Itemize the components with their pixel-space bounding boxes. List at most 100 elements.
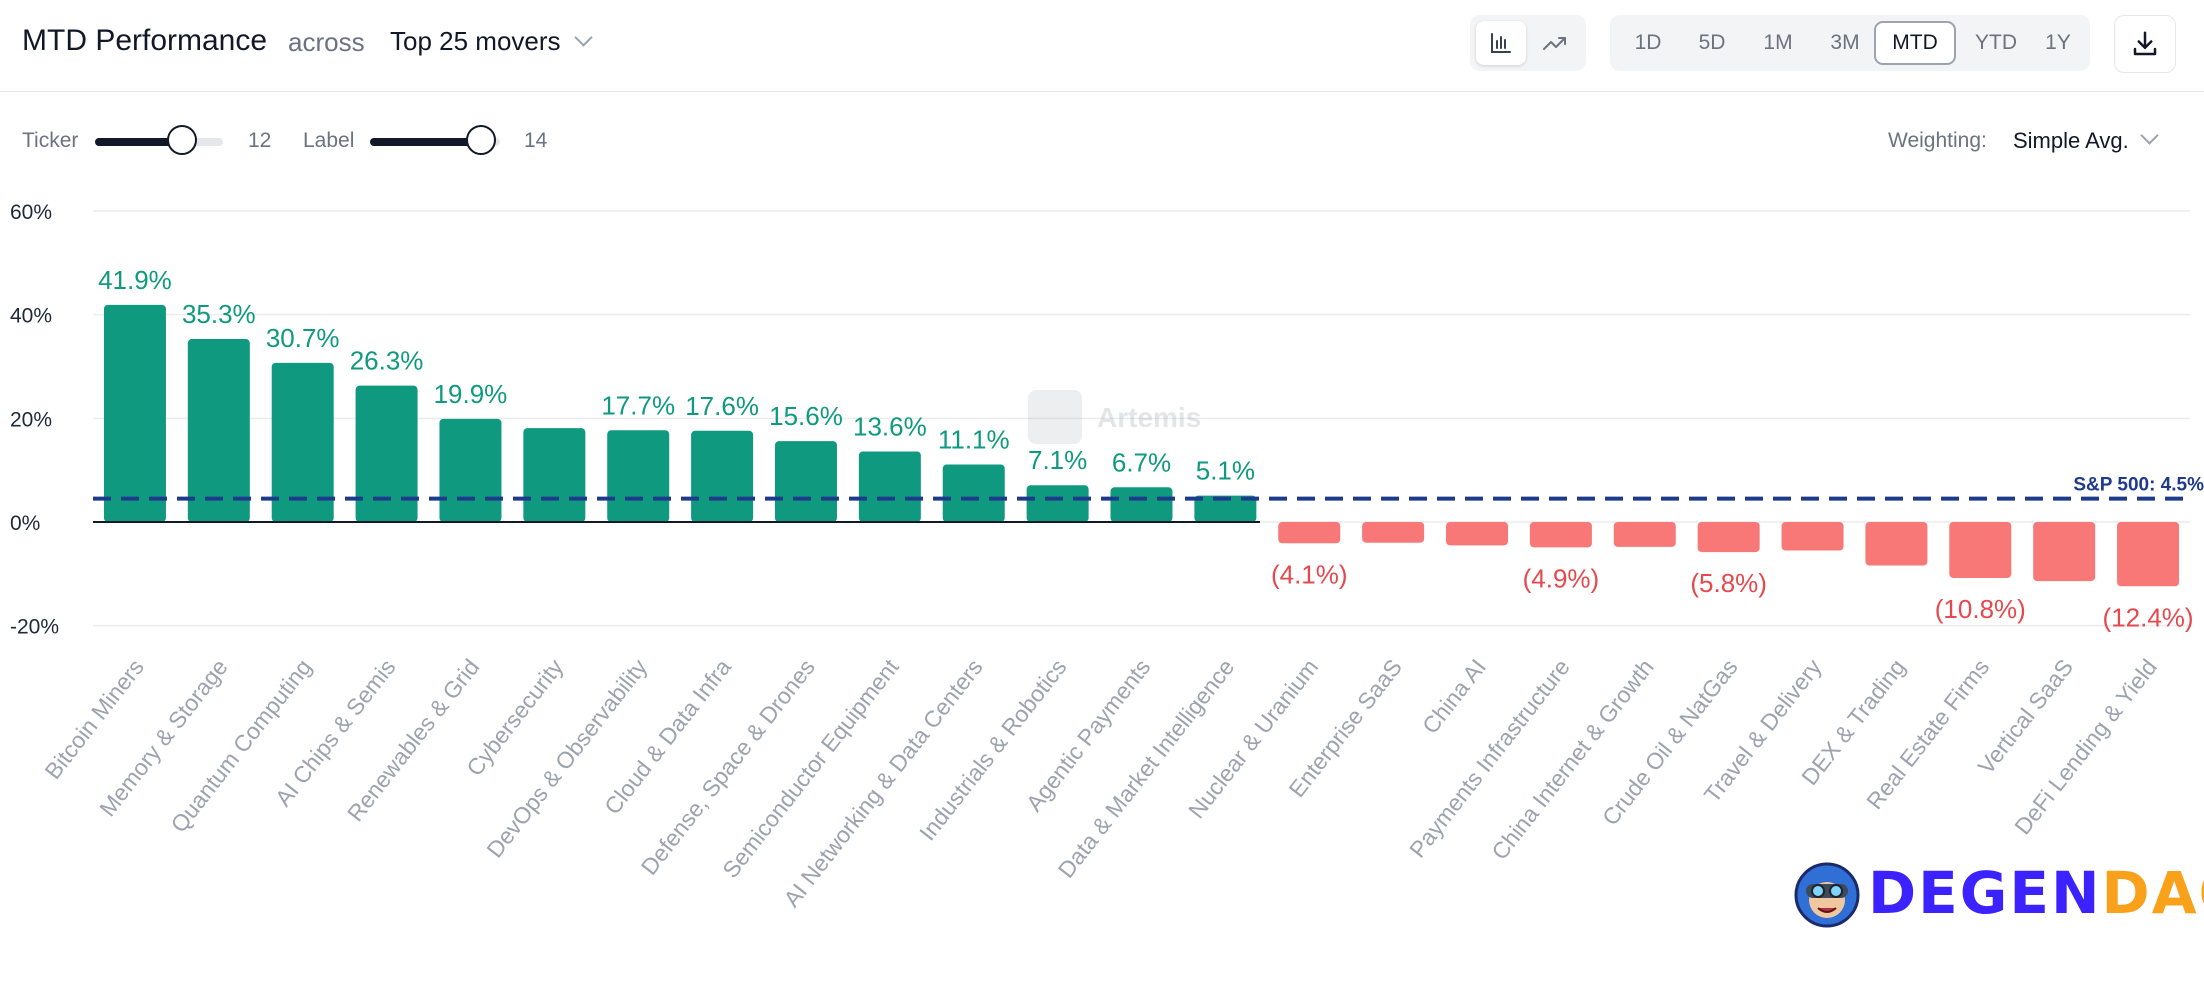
bar-chart-icon [1491, 33, 1511, 53]
bar [355, 385, 418, 522]
download-icon [2133, 31, 2157, 56]
ticker-size-value: 12 [248, 129, 272, 152]
bar [1026, 485, 1089, 522]
group-selector-value: Top 25 movers [390, 26, 561, 56]
bar [271, 362, 334, 522]
logo-text-degen: DEGEN [1868, 859, 2102, 927]
period-5d-button[interactable]: 5D [1698, 31, 1726, 54]
x-category-label: Defense, Space & Drones [636, 654, 820, 880]
data-label: 17.6% [685, 391, 759, 421]
mascot-avatar-icon [1794, 862, 1860, 928]
x-category-label: China AI [1417, 654, 1491, 739]
bar [2117, 522, 2180, 587]
period-3m-button[interactable]: 3M [1830, 31, 1860, 54]
chevron-down-icon [2140, 126, 2159, 145]
artemis-watermark-text: Artemis [1097, 402, 1201, 433]
across-label: across [288, 27, 365, 57]
period-ytd-button[interactable]: YTD [1975, 31, 2017, 54]
trend-line-icon [1543, 37, 1566, 50]
ticker-slider-thumb[interactable] [167, 125, 197, 155]
degendao-wordmark: DEGENDAO! [1868, 862, 2204, 924]
bar [858, 451, 921, 522]
bar [187, 339, 250, 522]
bar [1949, 522, 2012, 578]
weighting-value: Simple Avg. [2013, 128, 2129, 153]
bar [1194, 495, 1257, 522]
x-category-label: China Internet & Growth [1486, 654, 1658, 864]
line-chart-button[interactable] [1530, 21, 1580, 65]
label-slider-fill [370, 138, 482, 146]
bar [691, 430, 754, 522]
bar [1529, 522, 1592, 548]
ticker-slider-fill [95, 138, 183, 146]
bar [1865, 522, 1928, 566]
data-label: 26.3% [350, 346, 424, 376]
data-label: 6.7% [1112, 447, 1171, 477]
bar [1613, 522, 1676, 547]
period-1y-button[interactable]: 1Y [2045, 31, 2071, 54]
data-label: (10.8%) [1935, 594, 2026, 624]
y-tick-label: 20% [10, 408, 52, 431]
x-category-label: Data & Market Intelligence [1053, 654, 1240, 883]
data-label: 7.1% [1028, 445, 1087, 475]
download-button[interactable] [2114, 15, 2176, 73]
degendao-logo: DEGENDAO! [1794, 858, 2204, 932]
period-selector: 1D 5D 1M 3M MTD YTD 1Y [1610, 15, 2090, 71]
ticker-size-slider[interactable] [95, 125, 223, 155]
chart-type-toggle [1470, 15, 1586, 71]
label-size-label: Label [303, 129, 355, 152]
period-1m-button[interactable]: 1M [1763, 31, 1793, 54]
group-selector-dropdown[interactable]: Top 25 movers [390, 26, 593, 57]
weighting-label: Weighting: [1888, 129, 1987, 152]
bar [439, 418, 502, 522]
bar [1446, 522, 1509, 546]
bar [1781, 522, 1844, 551]
data-label: 13.6% [853, 412, 927, 442]
y-tick-label: -20% [10, 616, 59, 639]
bar [607, 430, 670, 522]
data-label: 17.7% [601, 390, 675, 420]
benchmark-label: S&P 500: 4.5% [2073, 475, 2204, 496]
weighting-dropdown[interactable]: Simple Avg. [2013, 126, 2159, 154]
bar [523, 428, 586, 522]
label-slider-thumb[interactable] [466, 125, 496, 155]
data-label: 5.1% [1196, 456, 1255, 486]
chevron-down-icon [573, 28, 593, 47]
label-size-value: 14 [524, 129, 548, 152]
label-size-slider[interactable] [370, 125, 500, 155]
bar-chart-button[interactable] [1476, 21, 1526, 65]
bar [103, 304, 166, 522]
data-label: (4.1%) [1271, 559, 1348, 589]
data-label: 30.7% [266, 323, 340, 353]
y-tick-label: 60% [10, 201, 52, 224]
data-label: (5.8%) [1690, 568, 1767, 598]
data-label: (12.4%) [2103, 602, 2194, 632]
bar [1278, 522, 1341, 544]
logo-text-dao: DAO! [2101, 859, 2204, 927]
x-category-label: Industrials & Robotics [914, 654, 1071, 845]
period-mtd-button[interactable]: MTD [1874, 21, 1956, 65]
data-label: 35.3% [182, 299, 256, 329]
bar [1697, 522, 1760, 553]
x-category-label: DeFi Lending & Yield [2009, 654, 2162, 839]
data-label: 19.9% [434, 379, 508, 409]
y-tick-label: 0% [10, 512, 40, 535]
bar [774, 441, 837, 522]
period-1d-button[interactable]: 1D [1634, 31, 1662, 54]
bar [1110, 487, 1173, 522]
x-category-label: Semiconductor Equipment [717, 654, 904, 883]
data-label: (4.9%) [1523, 563, 1600, 593]
x-category-label: DevOps & Observability [481, 654, 652, 863]
y-tick-label: 40% [10, 305, 52, 328]
x-category-label: Payments Infrastructure [1404, 654, 1575, 862]
data-label: 11.1% [938, 424, 1010, 454]
bar [1362, 522, 1425, 543]
bar [2033, 522, 2096, 582]
x-category-label: Quantum Computing [165, 654, 316, 837]
data-label: 15.6% [769, 401, 843, 431]
bar [942, 464, 1005, 522]
artemis-logo-icon [1028, 390, 1082, 444]
chart-header: MTD Performance across Top 25 movers 1D … [0, 0, 2204, 92]
artemis-watermark: Artemis [1028, 390, 1201, 444]
